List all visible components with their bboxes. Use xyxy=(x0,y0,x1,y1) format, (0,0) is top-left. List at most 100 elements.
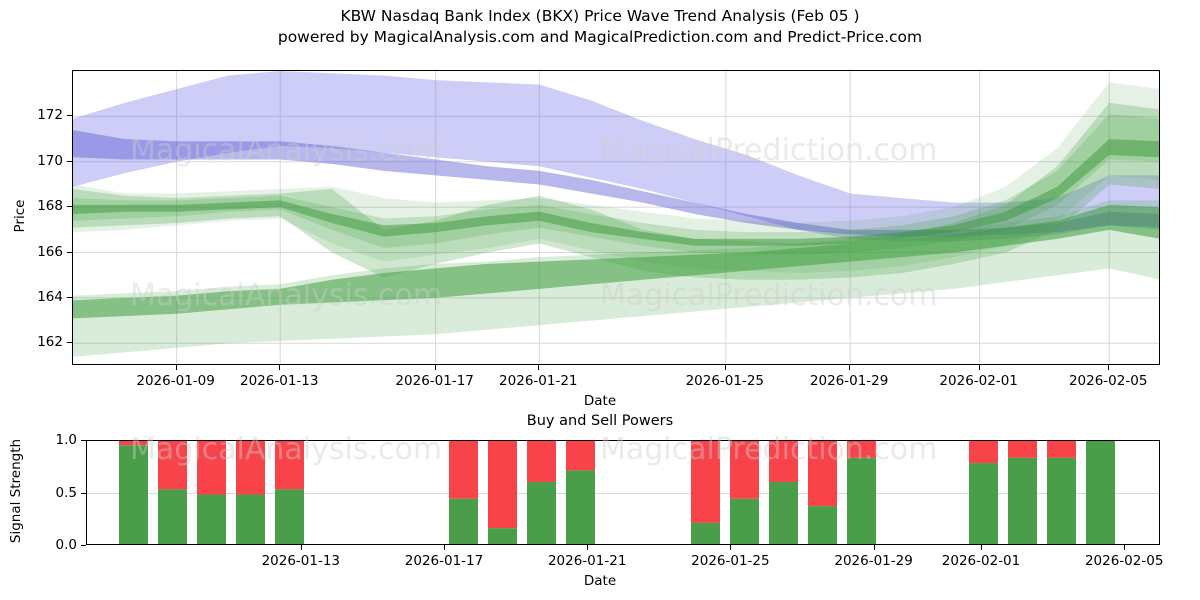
signal-y-tick-mark xyxy=(81,440,86,441)
price-y-tick-label: 166 xyxy=(37,243,63,260)
price-x-tick-label: 2026-01-29 xyxy=(809,373,889,389)
sell-bar[interactable] xyxy=(275,441,304,490)
sell-bar[interactable] xyxy=(769,441,798,482)
signal-chart-title: Buy and Sell Powers xyxy=(526,413,674,429)
price-x-tick-label: 2026-01-17 xyxy=(395,373,474,389)
buy-bar[interactable] xyxy=(488,528,517,545)
price-x-tick-mark xyxy=(279,365,281,370)
signal-x-tick-label: 2026-02-05 xyxy=(1084,553,1164,569)
sell-bar[interactable] xyxy=(566,441,595,471)
price-x-tick-label: 2026-01-21 xyxy=(499,373,578,389)
signal-y-tick-label: 1.0 xyxy=(55,432,77,448)
signal-x-tick-mark xyxy=(981,545,982,550)
sell-bar[interactable] xyxy=(1008,441,1037,458)
sell-bar[interactable] xyxy=(527,441,556,482)
price-x-tick-mark xyxy=(538,365,540,370)
buy-bar[interactable] xyxy=(158,489,187,545)
sell-bar[interactable] xyxy=(730,441,759,499)
buy-bar[interactable] xyxy=(691,522,720,545)
price-chart-svg xyxy=(73,71,1159,364)
buy-bar[interactable] xyxy=(449,498,478,545)
price-y-tick-label: 162 xyxy=(37,334,63,351)
price-y-tick-mark xyxy=(67,251,72,253)
price-x-tick-label: 2026-02-05 xyxy=(1068,373,1148,389)
price-y-tick-label: 168 xyxy=(37,198,63,215)
signal-chart-svg xyxy=(87,441,1159,545)
price-y-tick-mark xyxy=(67,296,72,298)
sell-bar[interactable] xyxy=(119,441,148,446)
signal-x-tick-mark xyxy=(730,545,732,550)
price-y-tick-mark xyxy=(67,160,72,162)
sell-bar[interactable] xyxy=(691,441,720,523)
signal-x-tick-mark xyxy=(1124,545,1126,550)
price-x-tick-label: 2026-01-13 xyxy=(240,373,319,389)
price-y-tick-mark xyxy=(67,115,72,117)
price-y-axis-label: Price xyxy=(12,199,28,232)
signal-y-tick-label: 0.5 xyxy=(55,484,77,501)
price-plot-area[interactable] xyxy=(72,70,1160,365)
signal-y-axis-label: Signal Strength xyxy=(8,438,24,543)
price-x-tick-label: 2026-01-25 xyxy=(685,373,765,389)
price-y-tick-label: 172 xyxy=(37,107,63,124)
price-x-tick-mark xyxy=(849,365,851,370)
buy-bar[interactable] xyxy=(847,457,876,545)
wave-band-blue-inner-band xyxy=(73,130,1159,237)
price-x-axis-label: Date xyxy=(583,393,617,409)
buy-bar[interactable] xyxy=(527,481,556,545)
chart-header: KBW Nasdaq Bank Index (BKX) Price Wave T… xyxy=(0,6,1200,48)
sell-bar[interactable] xyxy=(197,441,226,495)
signal-y-tick-label: 0.0 xyxy=(55,537,77,553)
signal-x-tick-mark xyxy=(300,545,302,550)
buy-bar[interactable] xyxy=(1047,457,1076,545)
buy-bar[interactable] xyxy=(236,494,265,545)
buy-bar[interactable] xyxy=(1086,441,1115,545)
price-wave-chart xyxy=(72,70,1160,365)
sell-bar[interactable] xyxy=(236,441,265,495)
sell-bar[interactable] xyxy=(488,441,517,529)
signal-x-axis-label: Date xyxy=(583,573,617,589)
signal-x-tick-label: 2026-01-29 xyxy=(834,553,913,569)
price-y-tick-mark xyxy=(67,342,72,344)
sell-bar[interactable] xyxy=(847,441,876,458)
price-x-tick-mark xyxy=(1108,365,1110,370)
price-x-tick-mark xyxy=(175,365,177,370)
signal-x-tick-label: 2026-01-13 xyxy=(261,553,341,569)
price-y-tick-mark xyxy=(67,206,72,208)
buy-bar[interactable] xyxy=(566,470,595,545)
buy-bar[interactable] xyxy=(808,506,837,545)
signal-x-tick-label: 2026-01-17 xyxy=(404,553,484,569)
wave-band-green-band-mid xyxy=(73,114,1159,255)
wave-band-green-lower-band-solid xyxy=(73,204,1159,319)
sell-bar[interactable] xyxy=(158,441,187,490)
buy-bar[interactable] xyxy=(119,445,148,545)
wave-band-green-dip-wave xyxy=(73,102,1159,280)
signal-x-tick-label: 2026-01-21 xyxy=(547,553,627,569)
signal-plot-area[interactable] xyxy=(86,440,1160,545)
signal-x-tick-label: 2026-01-25 xyxy=(691,553,770,569)
buy-sell-powers-chart xyxy=(86,440,1160,545)
buy-bar[interactable] xyxy=(197,494,226,545)
buy-bar[interactable] xyxy=(730,498,759,545)
price-x-tick-mark xyxy=(724,365,726,370)
signal-y-tick-mark xyxy=(81,492,86,494)
price-x-tick-mark xyxy=(434,365,436,370)
page-title: KBW Nasdaq Bank Index (BKX) Price Wave T… xyxy=(340,7,860,25)
buy-bar[interactable] xyxy=(769,481,798,545)
sell-bar[interactable] xyxy=(808,441,837,507)
buy-bar[interactable] xyxy=(969,463,998,545)
signal-x-tick-mark xyxy=(587,545,589,550)
signal-x-tick-label: 2026-02-01 xyxy=(941,553,1021,569)
wave-band-green-band-core xyxy=(73,139,1159,246)
sell-bar[interactable] xyxy=(1047,441,1076,458)
wave-band-green-band-outer-light xyxy=(73,82,1159,273)
signal-y-tick-mark xyxy=(81,545,86,546)
signal-x-tick-mark xyxy=(873,545,875,550)
price-x-tick-label: 2026-02-01 xyxy=(939,373,1018,389)
buy-bar[interactable] xyxy=(1008,457,1037,545)
price-y-tick-label: 170 xyxy=(37,152,63,169)
price-x-tick-label: 2026-01-09 xyxy=(136,373,215,389)
buy-bar[interactable] xyxy=(275,489,304,545)
sell-bar[interactable] xyxy=(449,441,478,499)
price-y-tick-label: 164 xyxy=(37,288,63,305)
sell-bar[interactable] xyxy=(969,441,998,464)
